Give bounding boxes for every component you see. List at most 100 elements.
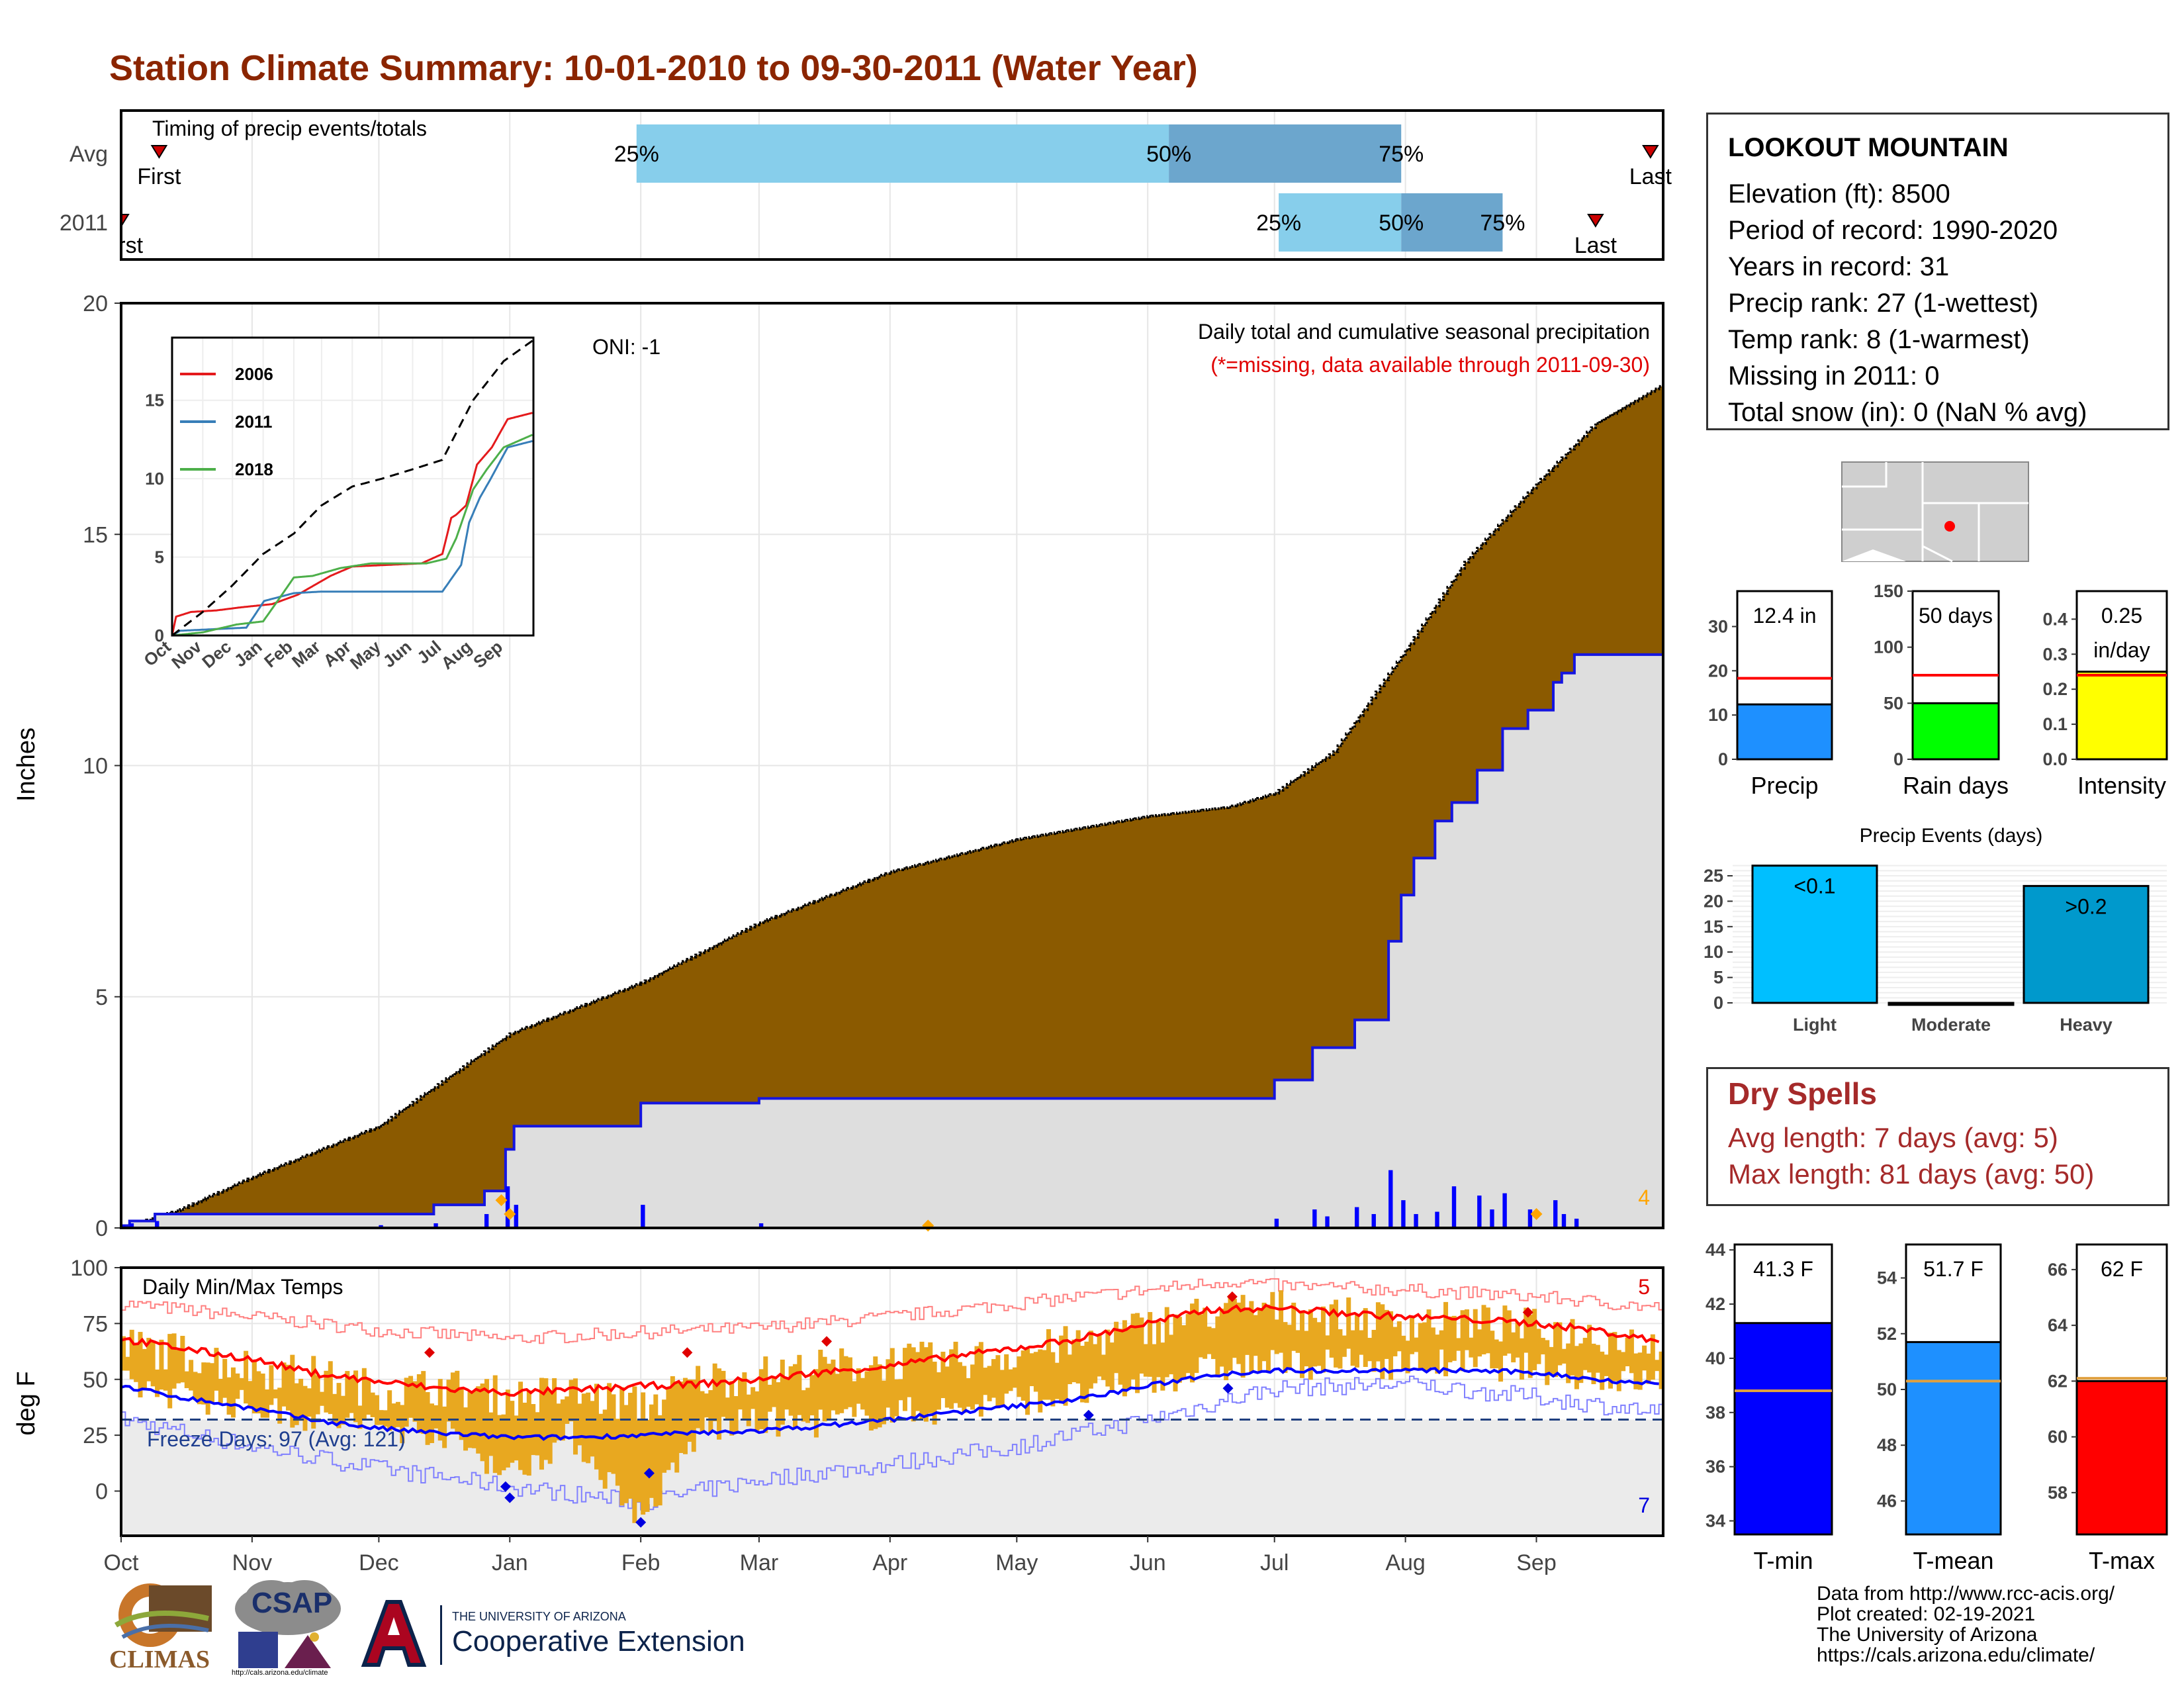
daily-temp-bar <box>412 1381 418 1422</box>
daily-temp-bar <box>1604 1354 1609 1376</box>
daily-temp-bar <box>1659 1351 1664 1389</box>
gauge-title: Rain days <box>1903 772 2009 799</box>
daily-temp-bar <box>446 1380 451 1422</box>
record-low-marker <box>1083 1409 1094 1421</box>
daily-temp-bar <box>1519 1338 1524 1380</box>
daily-temp-bar <box>691 1380 696 1452</box>
daily-temp-bar <box>1203 1307 1208 1359</box>
daily-temp-bar <box>1054 1362 1060 1399</box>
timing-bar-25-50 <box>1279 193 1402 252</box>
daily-temp-bar <box>919 1341 925 1419</box>
precip-ytick-label: 20 <box>83 291 108 316</box>
gauge-ytick-label: 42 <box>1706 1294 1725 1314</box>
daily-temp-bar <box>159 1339 164 1390</box>
events-ytick-label: 10 <box>1704 942 1723 962</box>
daily-temp-bar <box>492 1375 498 1474</box>
inset-avg-line <box>171 340 533 637</box>
daily-temp-bar <box>1350 1330 1355 1366</box>
daily-precip-bar <box>433 1223 438 1228</box>
daily-temp-bar <box>970 1364 976 1410</box>
daily-temp-bar <box>1312 1317 1318 1367</box>
daily-temp-bar <box>552 1378 557 1443</box>
daily-temp-bar <box>1101 1354 1106 1380</box>
daily-temp-bar <box>898 1379 903 1401</box>
daily-temp-bar <box>1574 1346 1579 1389</box>
month-label: Jan <box>492 1550 528 1575</box>
gauge-value-label: 51.7 F <box>1923 1257 1983 1281</box>
daily-precip-bar <box>1325 1216 1330 1228</box>
daily-temp-bar <box>1655 1360 1660 1372</box>
daily-temp-bar <box>780 1359 785 1425</box>
record-high-marker <box>1226 1291 1238 1302</box>
events-bar <box>1888 1002 2015 1006</box>
gauge-ytick-label: 58 <box>2048 1483 2068 1503</box>
month-label: Apr <box>872 1550 907 1575</box>
daily-temp-bar <box>649 1404 654 1498</box>
gauge-ytick-label: 0 <box>1718 749 1728 769</box>
daily-temp-bar <box>813 1369 819 1438</box>
events-ytick-label: 15 <box>1704 917 1723 937</box>
daily-temp-bar <box>1633 1353 1639 1389</box>
daily-temp-bar <box>788 1366 794 1416</box>
daily-temp-bar <box>1595 1344 1600 1373</box>
daily-temp-bar <box>569 1380 574 1422</box>
daily-temp-bar <box>835 1374 840 1415</box>
daily-temp-bar <box>852 1381 857 1417</box>
daily-precip-bar <box>758 1223 764 1228</box>
cumulative-2011-line <box>121 653 1663 1227</box>
daily-temp-bar <box>1177 1317 1182 1383</box>
station-name: LOOKOUT MOUNTAIN <box>1728 133 2009 162</box>
daily-temp-bar <box>230 1367 236 1418</box>
daily-temp-bar <box>1392 1327 1398 1356</box>
daily-temp-bar <box>1164 1307 1169 1378</box>
avg-tmax-line <box>120 1303 1660 1397</box>
gauge-ytick-label: 52 <box>1877 1324 1897 1344</box>
daily-temp-bar <box>662 1399 667 1473</box>
daily-temp-bar <box>792 1364 797 1428</box>
climas-emblem-icon <box>114 1583 212 1647</box>
gauge-bar <box>1905 1340 2002 1536</box>
daily-temp-bar <box>704 1393 709 1418</box>
daily-temp-bar <box>501 1414 506 1471</box>
daily-temp-bar <box>1418 1323 1423 1371</box>
daily-temp-bar <box>404 1378 409 1427</box>
daily-temp-bar <box>615 1419 620 1486</box>
gauge-ytick-label: 0.2 <box>2042 679 2068 699</box>
gauge-title: T-min <box>1754 1547 1813 1574</box>
daily-temp-bar <box>754 1391 760 1431</box>
gauge-value-label: 41.3 F <box>1753 1257 1813 1281</box>
daily-temp-bar <box>1042 1350 1047 1400</box>
record-low-marker <box>500 1481 511 1492</box>
daily-temp-bar <box>683 1378 688 1454</box>
daily-temp-bar <box>526 1390 531 1476</box>
daily-temp-bar <box>1338 1329 1343 1369</box>
timing-row-label: 2011 <box>60 211 108 236</box>
gauge-ytick-label: 60 <box>2048 1427 2068 1447</box>
timing-pct-label: 25% <box>614 142 659 167</box>
daily-temp-bar <box>1359 1330 1364 1355</box>
daily-temp-bar <box>1093 1344 1098 1383</box>
daily-temp-bar <box>700 1391 705 1433</box>
daily-temp-bar <box>1118 1329 1123 1385</box>
daily-precip-bar <box>1553 1200 1558 1228</box>
daily-temp-bar <box>476 1386 481 1454</box>
daily-temp-bar <box>218 1378 223 1403</box>
daily-temp-bar <box>1181 1325 1187 1379</box>
daily-temp-bar <box>619 1387 625 1506</box>
daily-temp-bar <box>366 1378 371 1415</box>
daily-temp-bar <box>602 1409 608 1489</box>
daily-temp-bar <box>370 1392 375 1417</box>
daily-temp-bar <box>488 1412 494 1456</box>
daily-temp-bar <box>408 1376 414 1418</box>
daily-temp-bar <box>746 1394 751 1427</box>
daily-temp-bar <box>375 1395 379 1425</box>
daily-temp-bar <box>349 1376 354 1413</box>
daily-temp-bar <box>535 1412 540 1456</box>
dry-spells-max: Max length: 81 days (avg: 50) <box>1728 1158 2095 1190</box>
daily-temp-bar <box>1287 1325 1292 1369</box>
daily-temp-bar <box>129 1329 134 1380</box>
dry-spells-avg: Avg length: 7 days (avg: 5) <box>1728 1122 2058 1153</box>
daily-temp-bar <box>459 1387 464 1440</box>
events-ytick-label: 25 <box>1704 866 1723 886</box>
